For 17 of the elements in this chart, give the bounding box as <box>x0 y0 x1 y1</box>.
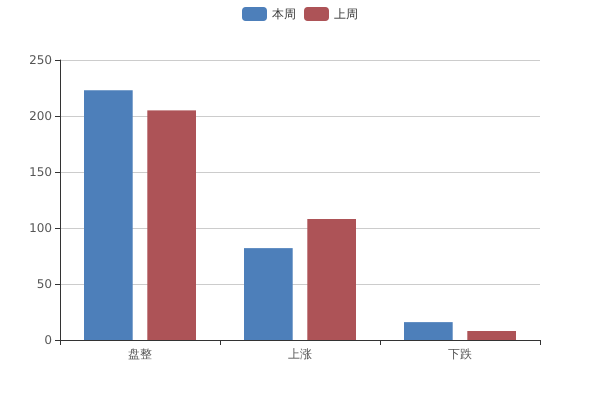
y-tick-label: 50 <box>36 277 52 291</box>
y-tick-label: 200 <box>29 109 52 123</box>
y-tick-label: 0 <box>44 333 52 347</box>
y-tick-label: 100 <box>29 221 52 235</box>
bar <box>244 248 293 340</box>
bar <box>147 110 196 340</box>
bar <box>84 90 133 340</box>
x-tick-label: 下跌 <box>448 347 472 361</box>
x-tick-label: 上涨 <box>288 347 312 361</box>
y-tick-label: 250 <box>29 53 52 67</box>
bar <box>404 322 453 340</box>
x-tick-label: 盘整 <box>128 347 152 361</box>
legend-label: 上周 <box>334 7 358 21</box>
legend-label: 本周 <box>272 7 296 21</box>
y-tick-label: 150 <box>29 165 52 179</box>
bar <box>467 331 516 340</box>
bar <box>307 219 356 340</box>
